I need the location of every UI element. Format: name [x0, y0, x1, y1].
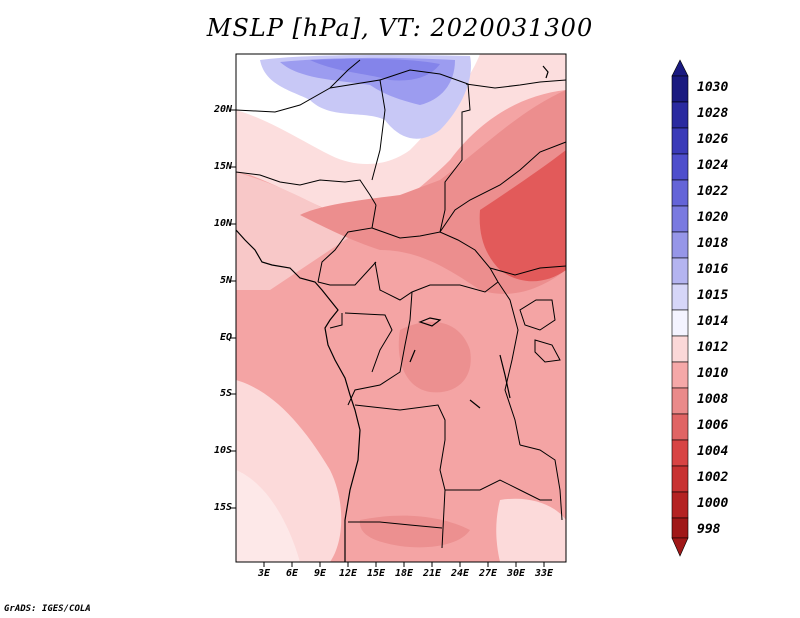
coastline: [235, 65, 549, 562]
colorbar-swatch: [671, 517, 689, 539]
colorbar-label: 1030: [697, 80, 729, 95]
lon-label: 33E: [534, 568, 554, 579]
colorbar-swatch: [671, 361, 689, 389]
lon-label: 27E: [478, 568, 498, 579]
lat-label: 10N: [213, 218, 232, 229]
lon-label: 9E: [313, 568, 327, 579]
colorbar-label: 1002: [697, 470, 729, 485]
colorbar-label: 1026: [697, 132, 729, 147]
colorbar-label: 1006: [697, 418, 729, 433]
colorbar-swatch: [671, 309, 689, 337]
colorbar-swatch: [671, 491, 689, 519]
axis-ticks: [231, 109, 545, 567]
colorbar-swatch: [671, 413, 689, 441]
lat-label: 20N: [213, 104, 232, 115]
colorbar-swatch: [671, 465, 689, 493]
map-title: MSLP [hPa], VT: 2020031300: [206, 14, 594, 42]
colorbar-label: 1016: [697, 262, 729, 277]
colorbar-swatch: [671, 257, 689, 285]
colorbar-label: 1022: [697, 184, 729, 199]
colorbar-label: 1015: [697, 288, 729, 303]
colorbar-swatch: [671, 335, 689, 363]
colorbar-label: 1024: [697, 158, 729, 173]
colorbar-label: 1020: [697, 210, 729, 225]
colorbar-label: 1018: [697, 236, 729, 251]
colorbar-swatch: [671, 231, 689, 259]
colorbar-label: 1008: [697, 392, 729, 407]
lat-label: EQ: [219, 332, 232, 343]
lat-label: 5S: [219, 388, 232, 399]
lat-label: 5N: [219, 275, 232, 286]
lon-label: 12E: [338, 568, 358, 579]
lat-label: 15S: [213, 502, 232, 513]
colorbar-label: 1014: [697, 314, 729, 329]
credit-text: GrADS: IGES/COLA: [4, 604, 91, 614]
lon-label: 3E: [257, 568, 271, 579]
lat-label: 10S: [213, 445, 232, 456]
map-frame: [235, 53, 567, 563]
lon-label: 30E: [506, 568, 526, 579]
colorbar-label: 1010: [697, 366, 729, 381]
colorbar-swatch: [671, 75, 689, 103]
colorbar-label: 998: [697, 522, 721, 537]
lon-label: 24E: [450, 568, 470, 579]
lon-label: 18E: [394, 568, 414, 579]
lon-label: 21E: [422, 568, 442, 579]
colorbar-swatch: [671, 387, 689, 415]
colorbar-label: 1000: [697, 496, 729, 511]
colorbar-swatch: [671, 153, 689, 181]
lon-label: 15E: [366, 568, 386, 579]
colorbar-label: 1012: [697, 340, 729, 355]
colorbar-top-arrow: [671, 59, 689, 77]
lat-label: 15N: [213, 161, 232, 172]
colorbar-label: 1004: [697, 444, 729, 459]
colorbar-swatch: [671, 439, 689, 467]
lon-label: 6E: [285, 568, 299, 579]
colorbar-swatch: [671, 179, 689, 207]
colorbar-label: 1028: [697, 106, 729, 121]
colorbar-swatch: [671, 127, 689, 155]
colorbar-bottom-arrow: [671, 537, 689, 557]
colorbar: [671, 59, 689, 557]
pressure-field: [236, 54, 566, 562]
colorbar-swatch: [671, 205, 689, 233]
country-borders: [235, 59, 567, 549]
colorbar-swatch: [671, 283, 689, 311]
colorbar-swatch: [671, 101, 689, 129]
